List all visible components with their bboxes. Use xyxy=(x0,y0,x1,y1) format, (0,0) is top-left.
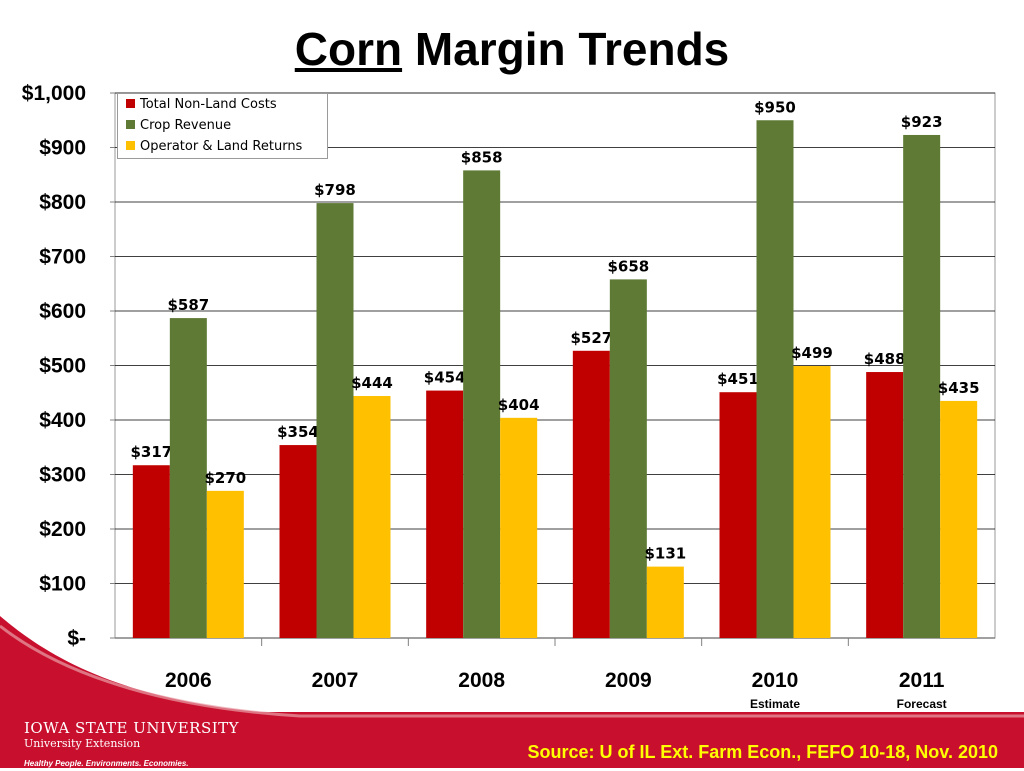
legend-swatch-returns xyxy=(126,141,135,150)
org-name: IOWA STATE UNIVERSITY xyxy=(24,719,240,737)
legend-label-returns: Operator & Land Returns xyxy=(140,139,303,154)
x-tick-label: 2009 xyxy=(605,669,652,692)
y-tick-label: $1,000 xyxy=(22,82,86,105)
x-tick-sublabel: Estimate xyxy=(750,697,800,711)
university-logo: IOWA STATE UNIVERSITY University Extensi… xyxy=(24,719,239,771)
data-label: $798 xyxy=(314,181,356,199)
legend-swatch-costs xyxy=(126,99,135,108)
title-underlined-word: Corn xyxy=(294,23,403,75)
data-label: $950 xyxy=(754,98,796,116)
legend-label-costs: Total Non-Land Costs xyxy=(140,97,277,112)
bar xyxy=(463,170,501,638)
bar xyxy=(316,203,354,638)
page-title: Corn Margin Trends xyxy=(0,22,1024,76)
bar xyxy=(572,350,610,638)
legend-swatch-revenue xyxy=(126,120,135,129)
y-tick-label: $600 xyxy=(39,300,86,323)
x-tick-sublabel: Forecast xyxy=(897,697,947,711)
y-tick-label: $900 xyxy=(39,137,86,160)
data-label: $404 xyxy=(498,396,540,414)
data-label: $587 xyxy=(167,296,209,314)
x-tick-label: 2010 xyxy=(752,669,799,692)
bar-chart: $- $100 $200 $300 $400 $500 $600 $700 $800 $900 $1… xyxy=(22,82,996,711)
bar xyxy=(279,445,317,638)
bar xyxy=(353,396,391,638)
bar xyxy=(500,417,538,638)
bar xyxy=(206,490,244,638)
x-tick-label: 2006 xyxy=(165,669,212,692)
bar xyxy=(756,120,794,638)
data-label: $488 xyxy=(864,350,906,368)
bar xyxy=(940,400,978,638)
data-label: $131 xyxy=(644,545,686,563)
legend-item-revenue: Crop Revenue xyxy=(118,115,327,136)
source-note: Source: U of IL Ext. Farm Econ., FEFO 10… xyxy=(527,742,998,762)
bar xyxy=(903,134,941,638)
data-label: $923 xyxy=(901,113,943,131)
data-label: $444 xyxy=(351,374,393,392)
bar xyxy=(646,566,684,638)
y-tick-label: $700 xyxy=(39,246,86,269)
bar xyxy=(609,279,647,638)
data-label: $527 xyxy=(570,329,612,347)
data-label: $270 xyxy=(204,469,246,487)
bar xyxy=(793,366,831,638)
x-tick-label: 2008 xyxy=(458,669,505,692)
bar xyxy=(866,372,904,638)
data-label: $451 xyxy=(717,370,759,388)
x-tick-label: 2007 xyxy=(312,669,359,692)
org-tagline: Healthy People. Environments. Economies. xyxy=(24,759,189,768)
legend-item-costs: Total Non-Land Costs xyxy=(118,94,327,115)
data-label: $354 xyxy=(277,423,319,441)
y-tick-label: $500 xyxy=(39,355,86,378)
y-tick-label: $800 xyxy=(39,191,86,214)
y-tick-label: $200 xyxy=(39,518,86,541)
bar xyxy=(426,390,464,638)
y-tick-label: $300 xyxy=(39,464,86,487)
bar xyxy=(169,318,207,638)
y-tick-label: $100 xyxy=(39,573,86,596)
title-rest: Margin Trends xyxy=(402,23,730,75)
legend-label-revenue: Crop Revenue xyxy=(140,118,232,133)
data-label: $499 xyxy=(791,344,833,362)
data-label: $454 xyxy=(424,369,466,387)
data-label: $858 xyxy=(461,148,503,166)
bar xyxy=(719,392,757,638)
data-label: $317 xyxy=(130,443,172,461)
org-unit: University Extension xyxy=(24,737,141,750)
data-label: $435 xyxy=(938,379,980,397)
bar xyxy=(132,465,170,638)
data-label: $658 xyxy=(607,257,649,275)
y-tick-label: $400 xyxy=(39,409,86,432)
legend-item-returns: Operator & Land Returns xyxy=(118,136,327,157)
x-tick-label: 2011 xyxy=(899,669,945,692)
chart-legend: Total Non-Land Costs Crop Revenue Operat… xyxy=(117,93,328,159)
y-tick-label: $- xyxy=(67,627,86,650)
